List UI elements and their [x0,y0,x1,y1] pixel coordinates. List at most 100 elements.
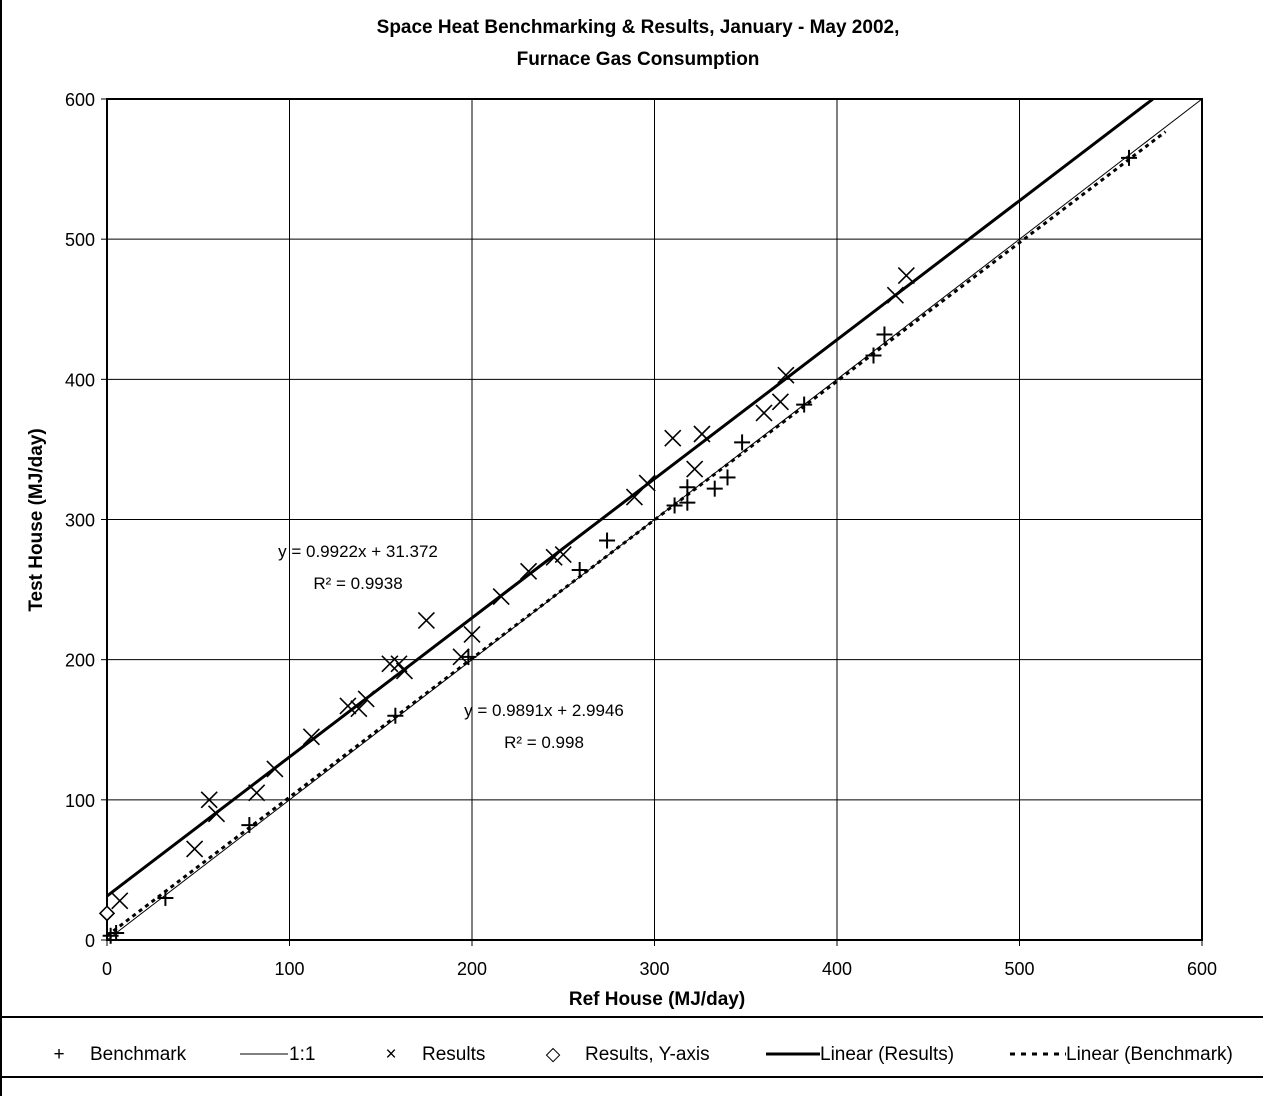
y-tick-label: 600 [65,90,95,110]
plus-marker-icon: + [53,1044,64,1065]
results-point [664,429,682,447]
benchmark-point [157,889,174,906]
results-point [357,690,375,708]
results-point-b [886,286,904,304]
series-points [98,149,1137,944]
benchmark-point [1121,149,1137,166]
results-point [777,366,795,384]
results-point [897,267,915,285]
results-point [381,655,399,673]
results-yaxis-point [98,905,116,922]
results-point [638,474,656,492]
results-point-b [339,697,357,715]
benchmark-point [734,434,751,451]
results-point-b [111,892,129,910]
benchmark-point [387,707,404,724]
results-point-b [463,625,481,644]
benchmark-point [241,817,258,834]
benchmark-point [599,532,616,549]
results-point-b [417,611,435,629]
results-point [200,791,218,809]
y-tick-label: 0 [85,931,95,951]
results-equation: y = 0.9922x + 31.372 [278,542,438,561]
benchmark-point [460,648,477,665]
benchmark-equation: y = 0.9891x + 2.9946 [464,701,624,720]
x-tick-label: 300 [639,959,669,979]
results-point-b [755,404,773,422]
legend: + Benchmark 1:1 × Results ◇ Results, Y-a… [2,1016,1263,1078]
benchmark-point [876,326,893,343]
results-point [492,588,510,606]
results-point-b [390,655,408,673]
results-point-b [395,662,414,680]
results-point-b [452,648,470,666]
legend-label-one-to-one: 1:1 [289,1044,315,1065]
results-point-b [200,791,218,809]
x-axis-title: Ref House (MJ/day) [569,989,745,1010]
results-point-b [207,805,226,823]
legend-item-benchmark: + Benchmark [53,1044,186,1065]
benchmark-trend-annotation: y = 0.9891x + 2.9946 R² = 0.998 [464,701,624,752]
y-tick-label: 100 [65,791,95,811]
results-point [545,548,563,566]
benchmark-r-squared: R² = 0.998 [504,733,584,752]
results-point [302,728,320,746]
results-point [248,784,266,802]
results-point-b [638,474,656,492]
results-point-b [357,690,375,708]
results-point [350,700,368,718]
results-point [390,655,408,673]
results-point-b [664,429,682,447]
results-r-squared: R² = 0.9938 [313,574,402,593]
benchmark-point [679,494,696,511]
benchmark-point [666,497,683,514]
legend-item-one-to-one: 1:1 [240,1044,315,1065]
legend-label-results-yaxis: Results, Y-axis [585,1044,710,1065]
chart-subtitle: Furnace Gas Consumption [517,49,760,70]
results-point-b [693,425,711,443]
benchmark-point [571,561,588,578]
legend-item-results: × Results [385,1044,485,1065]
results-point-b [248,784,266,802]
legend-item-linear-benchmark: Linear (Benchmark) [1010,1044,1233,1065]
chart-title: Space Heat Benchmarking & Results, Janua… [377,17,900,38]
results-point-b [266,760,284,778]
results-point-b [350,700,368,718]
y-tick-label: 300 [65,511,95,531]
results-trend-annotation: y = 0.9922x + 31.372 R² = 0.9938 [278,542,438,593]
results-point [452,648,470,666]
results-point-b [492,588,510,606]
results-point [520,562,538,580]
results-point-b [186,840,204,858]
x-tick-label: 0 [102,959,112,979]
y-tick-label: 200 [65,651,95,671]
results-point [186,840,204,858]
benchmark-point [108,924,125,941]
results-point-b [625,488,643,506]
results-point [266,760,284,778]
results-point [395,662,414,680]
y-tick-label: 400 [65,370,95,390]
linear-benchmark-line [106,130,1167,937]
x-tick-label: 400 [822,959,852,979]
benchmark-point [679,479,696,496]
results-point [463,625,481,644]
x-tick-label: 600 [1187,959,1217,979]
y-tick-label: 500 [65,230,95,250]
cross-marker-icon: × [385,1044,396,1065]
diamond-marker-icon: ◇ [546,1044,561,1065]
results-point-b [381,655,399,673]
results-point [417,611,435,629]
results-point-b [897,267,915,285]
x-tick-label: 200 [457,959,487,979]
results-point [755,404,773,422]
results-point-b [520,562,538,580]
results-point [625,488,643,506]
x-tick-label: 100 [274,959,304,979]
legend-label-linear-benchmark: Linear (Benchmark) [1066,1044,1233,1065]
legend-label-benchmark: Benchmark [90,1044,187,1065]
results-point-b [777,366,795,384]
legend-label-linear-results: Linear (Results) [820,1044,954,1065]
